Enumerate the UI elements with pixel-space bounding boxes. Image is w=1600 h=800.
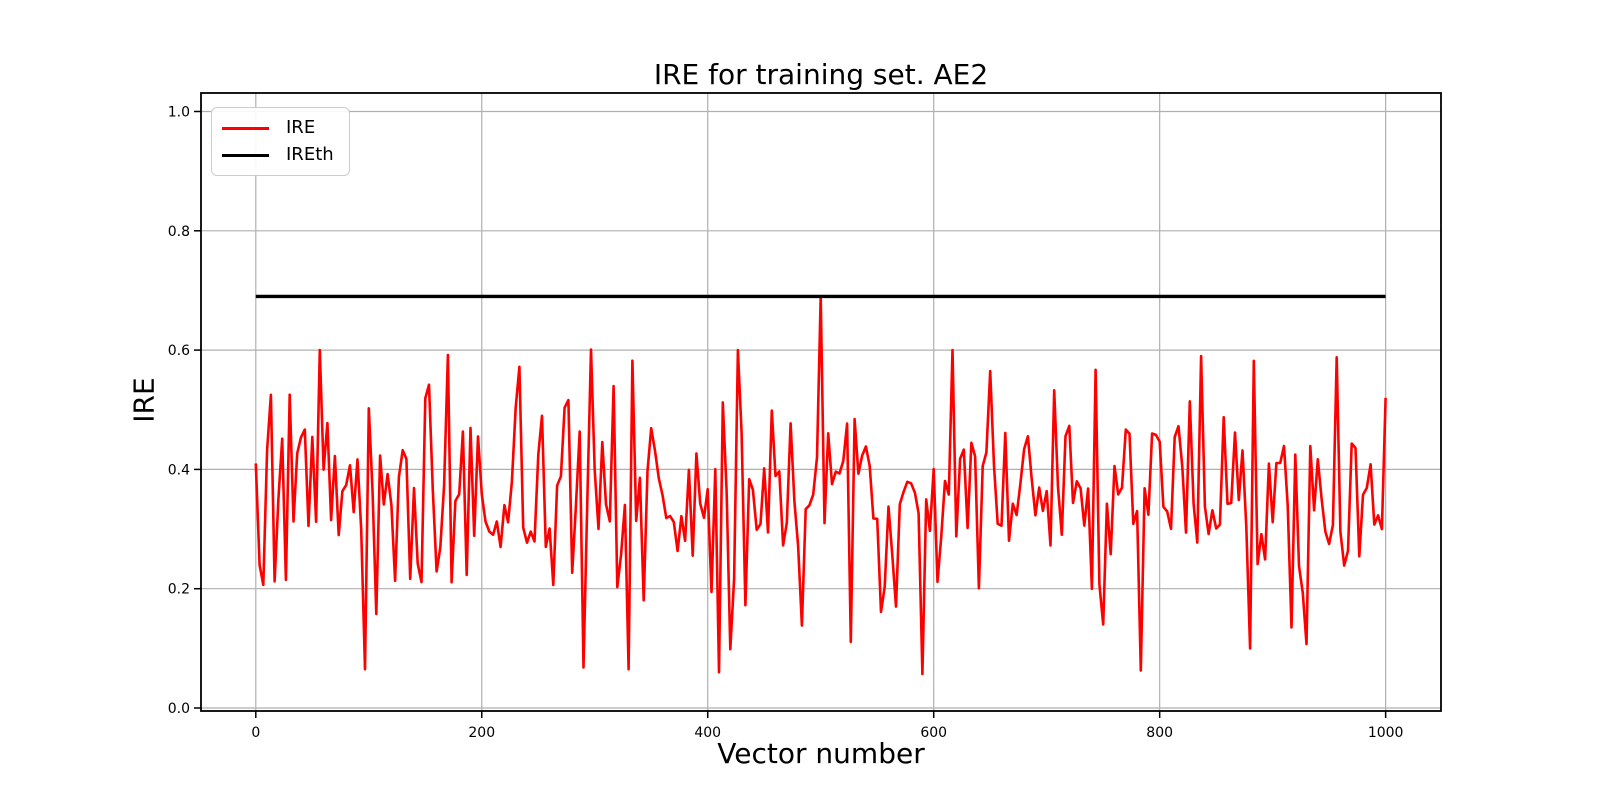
x-axis-label: Vector number — [717, 737, 925, 770]
legend-item-ire: IRE — [222, 119, 339, 137]
chart-title: IRE for training set. AE2 — [653, 58, 989, 91]
legend-line-ireth — [222, 153, 269, 157]
series-line-ire — [254, 295, 1387, 676]
x-tick-label: 400 — [694, 725, 721, 741]
y-tick-label: 0.4 — [168, 462, 190, 478]
y-tick-label: 0.2 — [168, 582, 190, 598]
y-tick-label: 1.0 — [168, 104, 190, 120]
legend-line-ire — [222, 126, 269, 130]
legend-label-ireth: IREth — [286, 144, 334, 165]
legend-item-ireth: IREth — [222, 146, 339, 164]
legend-label-ire: IRE — [286, 117, 316, 138]
plot-border — [200, 92, 1442, 712]
x-tick-label: 800 — [1146, 725, 1173, 741]
y-axis-label: IRE — [127, 377, 161, 423]
y-tick-label: 0.0 — [168, 701, 190, 717]
x-tick-label: 0 — [251, 725, 260, 741]
y-tick-label: 0.6 — [168, 343, 190, 359]
x-tick-label: 200 — [468, 725, 495, 741]
x-tick-label: 600 — [920, 725, 947, 741]
y-tick-label: 0.8 — [168, 224, 190, 240]
legend: IRE IREth — [211, 107, 350, 176]
x-tick-label: 1000 — [1368, 725, 1404, 741]
